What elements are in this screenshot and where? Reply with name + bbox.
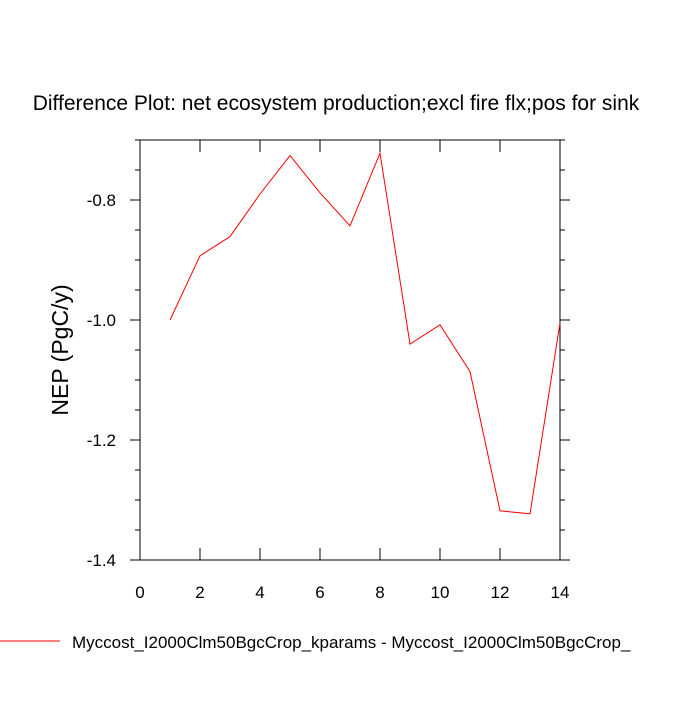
y-axis-label: NEP (PgC/y): [47, 284, 73, 415]
x-tick-label: 4: [255, 583, 264, 602]
legend: Myccost_I2000Clm50BgcCrop_kparams - Mycc…: [0, 633, 631, 652]
chart-title: Difference Plot: net ecosystem productio…: [33, 92, 640, 115]
y-tick-label: -0.8: [87, 191, 116, 210]
x-tick-label: 14: [551, 583, 570, 602]
x-tick-label: 6: [315, 583, 324, 602]
y-tick-label: -1.2: [87, 431, 116, 450]
legend-entry-label: Myccost_I2000Clm50BgcCrop_kparams - Mycc…: [72, 633, 631, 652]
x-tick-label: 8: [375, 583, 384, 602]
ticks-layer: 0 2 4 6 8 10 12 14 -1.4 -1.2 -1.0 -0.8: [87, 139, 570, 602]
x-tick-label: 2: [195, 583, 204, 602]
series-layer: [169, 151, 561, 515]
x-tick-label: 0: [135, 583, 144, 602]
series-line: [169, 151, 561, 515]
y-tick-label: -1.0: [87, 311, 116, 330]
x-tick-label: 12: [491, 583, 510, 602]
y-tick-label: -1.4: [87, 551, 116, 570]
x-tick-label: 10: [431, 583, 450, 602]
